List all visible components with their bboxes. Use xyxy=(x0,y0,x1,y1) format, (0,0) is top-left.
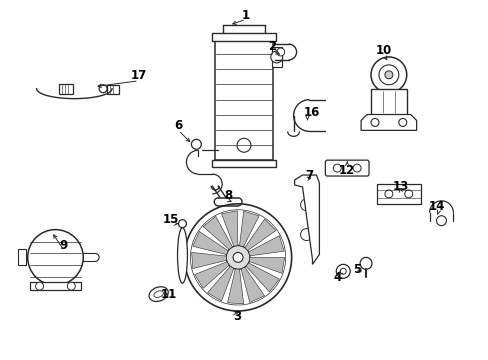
Text: 3: 3 xyxy=(232,310,241,323)
Bar xyxy=(215,39,272,160)
Circle shape xyxy=(370,118,378,126)
Bar xyxy=(212,160,275,167)
Circle shape xyxy=(404,190,412,198)
Text: 16: 16 xyxy=(303,106,319,119)
Text: 15: 15 xyxy=(162,213,179,226)
Text: 10: 10 xyxy=(375,44,391,57)
Polygon shape xyxy=(192,231,228,255)
Ellipse shape xyxy=(149,287,168,301)
Bar xyxy=(107,85,119,94)
Ellipse shape xyxy=(154,291,163,297)
Circle shape xyxy=(370,57,406,93)
Polygon shape xyxy=(249,257,284,273)
Circle shape xyxy=(36,282,43,290)
Text: 4: 4 xyxy=(332,271,341,284)
Polygon shape xyxy=(241,267,264,302)
Polygon shape xyxy=(221,211,237,246)
Polygon shape xyxy=(244,219,276,251)
Circle shape xyxy=(384,71,392,79)
Circle shape xyxy=(67,282,75,290)
Circle shape xyxy=(333,164,341,172)
FancyBboxPatch shape xyxy=(325,160,368,176)
Bar xyxy=(60,84,73,94)
Circle shape xyxy=(436,216,446,226)
Polygon shape xyxy=(227,269,243,304)
Text: 7: 7 xyxy=(305,168,313,181)
Circle shape xyxy=(378,65,398,85)
Circle shape xyxy=(300,229,312,240)
Text: 8: 8 xyxy=(224,189,232,202)
Polygon shape xyxy=(248,236,284,256)
Circle shape xyxy=(384,190,392,198)
Ellipse shape xyxy=(177,228,187,283)
Polygon shape xyxy=(191,252,226,269)
Circle shape xyxy=(359,257,371,269)
Circle shape xyxy=(28,230,83,285)
Text: 13: 13 xyxy=(392,180,408,193)
Text: 5: 5 xyxy=(352,263,361,276)
Circle shape xyxy=(233,252,243,262)
Polygon shape xyxy=(294,175,319,264)
Circle shape xyxy=(276,48,284,56)
Circle shape xyxy=(225,246,249,269)
Circle shape xyxy=(191,139,201,149)
Circle shape xyxy=(178,220,186,228)
Text: 11: 11 xyxy=(160,288,176,301)
Bar xyxy=(370,89,406,117)
Circle shape xyxy=(352,164,360,172)
Polygon shape xyxy=(245,263,279,292)
Polygon shape xyxy=(207,266,233,301)
Circle shape xyxy=(237,138,250,152)
Text: 17: 17 xyxy=(130,69,147,82)
Circle shape xyxy=(270,51,282,63)
Text: 1: 1 xyxy=(242,9,249,22)
Circle shape xyxy=(336,264,349,278)
Text: 2: 2 xyxy=(267,40,275,53)
Polygon shape xyxy=(239,211,259,247)
Circle shape xyxy=(99,85,107,93)
Polygon shape xyxy=(360,114,416,130)
Circle shape xyxy=(184,204,291,311)
Bar xyxy=(376,184,420,204)
Circle shape xyxy=(300,199,312,211)
Circle shape xyxy=(340,268,346,274)
Text: 9: 9 xyxy=(59,239,67,252)
Polygon shape xyxy=(194,262,229,288)
Bar xyxy=(271,47,281,67)
Bar xyxy=(212,33,275,41)
Text: 6: 6 xyxy=(174,119,182,132)
Polygon shape xyxy=(203,216,232,249)
Circle shape xyxy=(190,210,285,305)
Text: 14: 14 xyxy=(427,200,444,213)
Bar xyxy=(30,282,81,290)
Bar xyxy=(18,249,26,265)
Text: 12: 12 xyxy=(338,163,355,176)
Circle shape xyxy=(398,118,406,126)
